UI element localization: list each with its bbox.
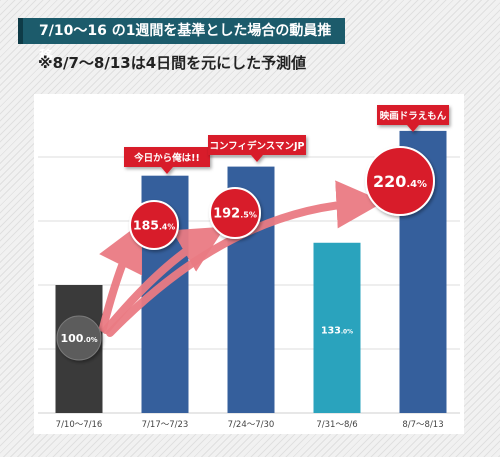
data-label: 133.0%: [321, 325, 353, 336]
callout-box: [208, 135, 306, 162]
data-label: 185.4%: [133, 218, 175, 233]
bars: [55, 130, 447, 413]
x-axis-labels: 7/10〜7/16 7/17〜7/23 7/24〜7/30 7/31〜8/6 8/7〜8…: [56, 420, 444, 430]
value-badge: [129, 200, 179, 250]
value-badge: [365, 146, 435, 216]
title-callouts: 今日から俺は!! コンフィデンスマンJP 映画ドラえもん: [124, 105, 449, 174]
value-badge: [56, 315, 102, 361]
x-tick-label: 8/7〜8/13: [402, 420, 443, 430]
chart-note: ※8/7〜8/13は4日間を元にした予測値: [38, 54, 307, 72]
growth-arrow: [106, 180, 385, 337]
data-label: 192.5%: [213, 207, 257, 222]
chart-title: 7/10〜16 の1週間を基準とした場合の動員推移: [18, 18, 345, 65]
title-callout: コンフィデンスマンJP: [208, 135, 306, 162]
callout-text: 映画ドラえもん: [380, 110, 447, 122]
x-tick-label: 7/24〜7/30: [228, 420, 275, 430]
title-callout: 今日から俺は!!: [124, 147, 210, 174]
x-tick-label: 7/17〜7/23: [142, 420, 189, 430]
callout-box: [377, 105, 449, 132]
bar: [313, 242, 361, 413]
value-badge: [209, 187, 261, 239]
x-tick-label: 7/31〜8/6: [316, 420, 357, 430]
x-tick-label: 7/10〜7/16: [56, 420, 103, 430]
growth-arrow: [99, 221, 143, 332]
callout-box: [124, 147, 210, 174]
callout-text: コンフィデンスマンJP: [209, 140, 304, 152]
growth-arrow: [102, 226, 226, 334]
callout-text: 今日から俺は!!: [133, 152, 200, 164]
value-badges: 100.0% 185.4% 192.5% 133.0% 220.4%: [56, 146, 435, 361]
data-label: 100.0%: [60, 332, 97, 345]
title-callout: 映画ドラえもん: [377, 105, 449, 132]
data-label: 220.4%: [373, 172, 427, 191]
growth-arrows: [99, 180, 385, 337]
